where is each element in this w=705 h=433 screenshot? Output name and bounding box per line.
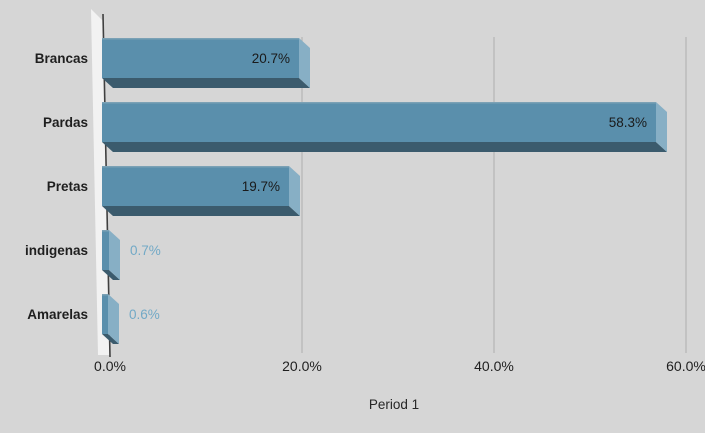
bar-pretas[interactable] xyxy=(102,166,300,216)
bar-end-cap[interactable] xyxy=(299,38,310,88)
bar-bottom-face[interactable] xyxy=(102,206,300,216)
bar-bottom-face[interactable] xyxy=(102,270,120,280)
bar-value-label-amarelas: 0.6% xyxy=(129,307,160,322)
bar-amarelas[interactable] xyxy=(102,294,119,344)
bar-bottom-face[interactable] xyxy=(102,142,667,152)
bar-brancas[interactable] xyxy=(102,38,310,88)
category-label-pardas: Pardas xyxy=(43,115,88,130)
bar-front-face[interactable] xyxy=(102,102,656,142)
bar-value-label-brancas: 20.7% xyxy=(252,51,290,66)
category-label-amarelas: Amarelas xyxy=(27,307,88,322)
bar-end-cap[interactable] xyxy=(108,294,119,344)
bar-value-label-pretas: 19.7% xyxy=(242,179,280,194)
x-tick-label-600: 60.0% xyxy=(666,358,705,374)
bar-pardas[interactable] xyxy=(102,102,667,152)
bar-value-label-indigenas: 0.7% xyxy=(130,243,161,258)
bar-bottom-face[interactable] xyxy=(102,78,310,88)
bar-front-face[interactable] xyxy=(102,294,108,334)
bar-indigenas[interactable] xyxy=(102,230,120,280)
category-label-pretas: Pretas xyxy=(47,179,88,194)
bar-value-label-pardas: 58.3% xyxy=(609,115,647,130)
bar-end-cap[interactable] xyxy=(656,102,667,152)
category-label-indigenas: indigenas xyxy=(25,243,88,258)
category-label-brancas: Brancas xyxy=(35,51,88,66)
bar-front-face[interactable] xyxy=(102,166,289,206)
bar-bottom-face[interactable] xyxy=(102,334,119,344)
x-axis-title: Period 1 xyxy=(369,397,419,412)
bar-end-cap[interactable] xyxy=(289,166,300,216)
bar-front-face[interactable] xyxy=(102,38,299,78)
x-tick-label-400: 40.0% xyxy=(474,358,514,374)
x-tick-label-00: 0.0% xyxy=(94,358,126,374)
x-tick-label-200: 20.0% xyxy=(282,358,322,374)
bar-front-face[interactable] xyxy=(102,230,109,270)
bar-end-cap[interactable] xyxy=(109,230,120,280)
